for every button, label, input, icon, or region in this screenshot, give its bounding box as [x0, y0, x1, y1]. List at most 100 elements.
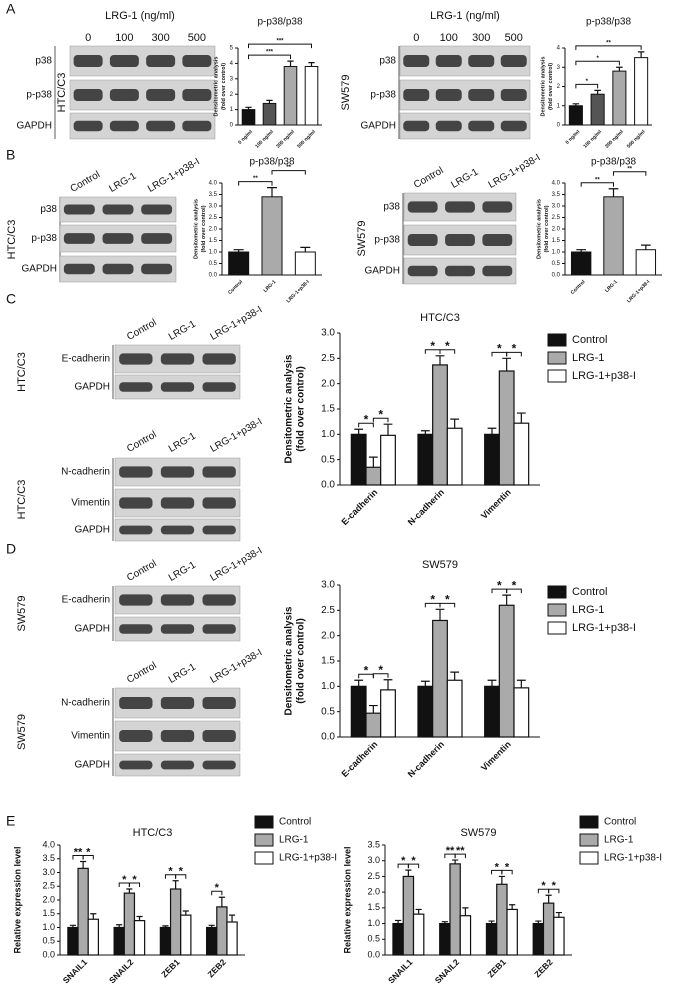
bar — [77, 867, 89, 956]
y-tick-label: 4.0 — [42, 839, 55, 849]
blot-band — [102, 204, 134, 215]
blot-band — [63, 204, 95, 215]
significance-label: * — [541, 880, 546, 892]
chart-title: p-p38/p38 — [249, 157, 294, 168]
y-tick-label: 2.0 — [321, 630, 335, 641]
y-tick-label: 4 — [230, 61, 234, 67]
significance-bracket — [128, 882, 141, 887]
blot-band — [160, 466, 195, 478]
significance-label: * — [378, 407, 383, 421]
lane-label: 0 — [85, 32, 91, 44]
significance-bracket — [271, 170, 306, 175]
blot-band — [73, 55, 103, 67]
error-bar — [126, 888, 133, 894]
row-label: GAPDH — [74, 624, 110, 635]
significance-bracket — [506, 351, 522, 357]
y-axis-label: Densitometric analysis — [541, 57, 547, 117]
bar — [568, 105, 583, 126]
error-bar — [572, 103, 580, 106]
blot-band — [160, 382, 195, 392]
y-tick-label: 1.5 — [552, 238, 561, 244]
y-axis-label: Densitometric analysis — [194, 199, 200, 259]
bar — [169, 888, 182, 956]
significance-label: ** — [286, 165, 291, 171]
significance-label: * — [168, 866, 173, 878]
significance-label: * — [445, 592, 450, 606]
significance-bracket — [248, 54, 291, 60]
lane-label: 500 — [188, 32, 206, 44]
y-tick-label: 3.0 — [321, 580, 335, 591]
bar — [283, 65, 298, 126]
bar — [603, 196, 624, 276]
panel-label: C — [6, 291, 16, 307]
blot-band — [119, 730, 153, 742]
row-label: p38 — [35, 56, 52, 67]
error-bar — [116, 924, 123, 928]
y-tick-label: 0 — [230, 123, 234, 129]
significance-label: * — [401, 855, 406, 867]
lane-label: 0 — [413, 32, 419, 44]
blot-band — [435, 55, 462, 67]
error-bar — [182, 910, 189, 916]
significance-bracket — [501, 869, 513, 875]
y-tick-label: 1.0 — [552, 250, 561, 256]
blot-band — [160, 624, 195, 634]
row-label: N-cadherin — [61, 698, 110, 709]
error-bar — [545, 894, 552, 904]
blot-band — [141, 204, 173, 215]
blot-band — [482, 234, 513, 246]
row-label: p38 — [383, 202, 400, 213]
legend-swatch — [254, 815, 274, 829]
chart-title: HTC/C3 — [420, 312, 460, 324]
error-bar — [90, 913, 97, 920]
bar — [432, 364, 448, 486]
error-bar — [516, 412, 526, 424]
significance-label: * — [512, 342, 517, 356]
significance-label: * — [364, 412, 369, 426]
error-bar — [415, 908, 422, 915]
y-tick-label: 3.0 — [321, 328, 335, 339]
bar — [432, 619, 448, 738]
row-label: GAPDH — [74, 760, 110, 771]
bar — [498, 370, 515, 486]
cell-line-label: SW579 — [16, 595, 28, 631]
blot-header: LRG-1 (ng/ml) — [430, 10, 500, 22]
legend-swatch — [547, 351, 567, 365]
y-axis-label: (fold over control) — [296, 618, 307, 704]
blot-band — [160, 594, 195, 606]
error-bar — [266, 99, 273, 104]
bar — [498, 604, 515, 738]
y-tick-label: 1 — [230, 107, 234, 113]
bar — [542, 902, 555, 956]
bar — [635, 249, 657, 276]
blot-band — [160, 760, 195, 770]
significance-bracket — [175, 874, 187, 879]
row-label: p-p38 — [26, 90, 52, 101]
y-tick-label: 0.5 — [321, 454, 335, 465]
chart-title: p-p38/p38 — [591, 157, 636, 168]
y-tick-label: 1.0 — [42, 922, 55, 932]
error-bar — [441, 921, 448, 924]
error-bar — [80, 860, 87, 869]
bar — [113, 926, 125, 956]
y-tick-label: 2.5 — [321, 353, 335, 364]
bar — [446, 427, 463, 486]
blot-band — [119, 353, 153, 365]
y-tick-label: 0 — [557, 123, 561, 129]
bar — [634, 57, 649, 126]
blot-band — [109, 120, 139, 132]
error-bar — [502, 357, 512, 371]
error-bar — [637, 51, 645, 58]
y-axis-label: Relative expression level — [12, 846, 22, 953]
cell-line-label: SW579 — [340, 74, 352, 110]
legend-label: LRG-1 — [572, 604, 604, 616]
y-tick-label: 2.5 — [367, 871, 380, 881]
row-label: GAPDH — [21, 264, 57, 275]
row-label: p-p38 — [370, 90, 396, 101]
y-axis-label: Densitometric analysis — [284, 606, 295, 715]
bar — [553, 916, 565, 956]
error-bar — [287, 60, 294, 67]
error-bar — [172, 880, 179, 889]
y-tick-label: 1.0 — [321, 429, 335, 440]
